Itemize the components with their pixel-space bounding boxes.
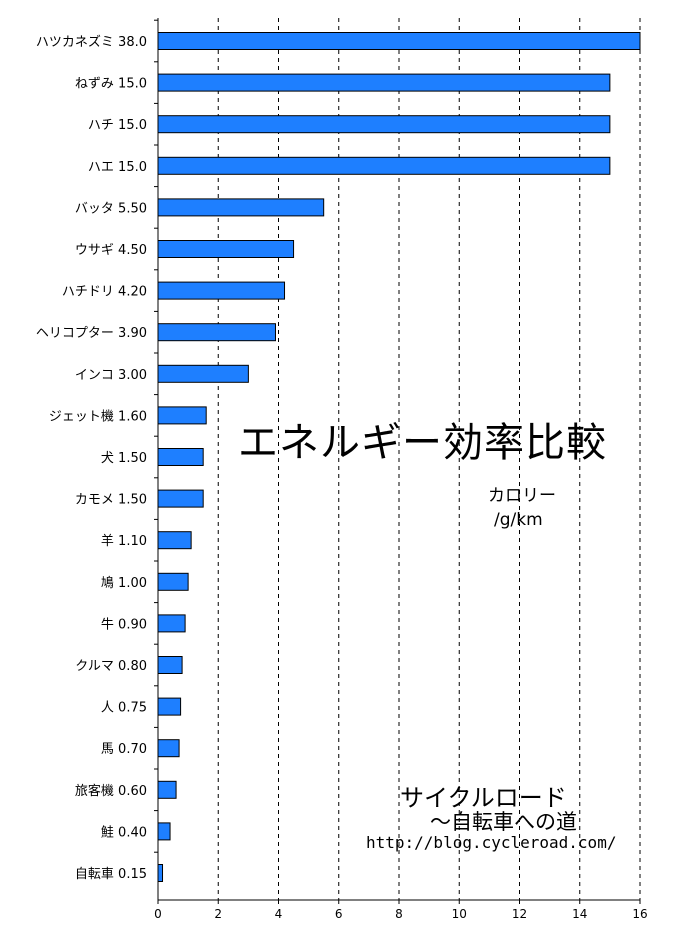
x-tick-label-2: 2 xyxy=(214,907,222,921)
bar-15 xyxy=(157,614,186,633)
bar-17 xyxy=(157,697,182,716)
bar-18 xyxy=(157,739,180,758)
bar-20 xyxy=(157,822,171,841)
category-label-15: 牛 0.90 xyxy=(101,617,147,632)
category-label-1: ハツカネズミ 38.0 xyxy=(36,34,147,50)
category-label-12: カモメ 1.50 xyxy=(75,493,147,508)
category-label-16: クルマ 0.80 xyxy=(75,659,147,674)
category-label-14: 鳩 1.00 xyxy=(101,576,147,591)
category-label-11: 犬 1.50 xyxy=(101,451,147,466)
bar-6 xyxy=(157,240,295,258)
category-label-21: 自転車 0.15 xyxy=(75,867,147,882)
category-label-2: ねずみ 15.0 xyxy=(75,77,147,92)
bar-2 xyxy=(157,73,611,92)
x-tick-label-10: 10 xyxy=(452,907,467,921)
category-label-9: インコ 3.00 xyxy=(75,368,147,383)
unit-label: カロリー /g/km xyxy=(488,484,556,532)
bar-4 xyxy=(157,156,611,175)
bar-12 xyxy=(157,489,204,508)
category-label-10: ジェット機 1.60 xyxy=(49,409,147,424)
category-label-8: ヘリコプター 3.90 xyxy=(36,326,147,341)
bar-16 xyxy=(157,656,183,674)
category-label-13: 羊 1.10 xyxy=(101,533,147,549)
bar-7 xyxy=(157,281,286,300)
unit-label-line1: カロリー xyxy=(488,486,556,506)
chart-title: エネルギー効率比較 xyxy=(238,420,607,466)
x-tick-label-16: 16 xyxy=(632,907,647,921)
bar-19 xyxy=(157,780,177,799)
bar-14 xyxy=(157,572,189,591)
x-tick-label-8: 8 xyxy=(395,907,403,921)
bar-21 xyxy=(157,864,164,882)
bar-11 xyxy=(157,448,204,466)
bar-3 xyxy=(157,115,611,134)
bar-5 xyxy=(157,198,325,217)
bars xyxy=(157,32,641,882)
category-labels: ハツカネズミ 38.0 ねずみ 15.0 ハチ 15.0 ハエ 15.0 バッタ 5.5… xyxy=(36,34,147,882)
bar-13 xyxy=(157,531,192,550)
category-label-17: 人 0.75 xyxy=(101,701,147,716)
category-label-18: 馬 0.70 xyxy=(101,742,147,757)
axes xyxy=(154,18,641,904)
category-label-5: バッタ 5.50 xyxy=(75,201,147,216)
site-name: サイクルロード xyxy=(400,784,567,812)
x-tick-label-14: 14 xyxy=(572,907,587,921)
bar-10 xyxy=(157,406,207,425)
x-tick-labels: 0 2 4 6 8 10 12 14 16 xyxy=(154,907,647,921)
x-tick-label-12: 12 xyxy=(512,907,527,921)
category-label-20: 鮭 0.40 xyxy=(101,825,147,840)
category-label-19: 旅客機 0.60 xyxy=(75,783,147,799)
x-tick-label-6: 6 xyxy=(335,907,343,921)
site-subtitle: ～自転車への道 xyxy=(430,810,577,834)
x-tick-label-4: 4 xyxy=(275,907,283,921)
category-label-6: ウサギ 4.50 xyxy=(75,243,147,258)
category-label-3: ハチ 15.0 xyxy=(88,118,147,133)
bar-8 xyxy=(157,323,276,342)
site-url: http://blog.cycleroad.com/ xyxy=(366,833,617,852)
bar-1 xyxy=(157,32,641,50)
bar-9 xyxy=(157,364,249,383)
category-label-7: ハチドリ 4.20 xyxy=(62,285,147,300)
x-tick-label-0: 0 xyxy=(154,907,162,921)
unit-label-line2: /g/km xyxy=(494,510,543,530)
category-label-4: ハエ 15.0 xyxy=(88,160,147,175)
